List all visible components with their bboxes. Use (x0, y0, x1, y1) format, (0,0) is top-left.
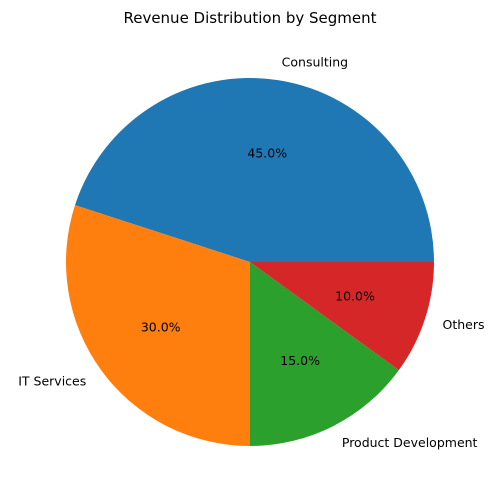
slice-label-product-development: Product Development (342, 435, 478, 450)
pct-label-product-development: 15.0% (280, 353, 320, 368)
slice-label-consulting: Consulting (282, 55, 348, 70)
slice-label-it-services: IT Services (18, 373, 86, 388)
pie-slices (65, 77, 434, 446)
slice-label-others: Others (442, 317, 484, 332)
chart-title: Revenue Distribution by Segment (123, 9, 376, 27)
pct-label-consulting: 45.0% (247, 145, 287, 160)
pie-labels: Consulting 45.0% IT Services 30.0% Product D… (18, 55, 484, 450)
pie-slice-it-services (65, 205, 250, 446)
pie-slice-others (250, 262, 434, 371)
pie-slice-product-development (250, 262, 399, 446)
pct-label-it-services: 30.0% (141, 319, 181, 334)
pct-label-others: 10.0% (335, 289, 375, 304)
pie-slice-consulting (75, 77, 434, 262)
